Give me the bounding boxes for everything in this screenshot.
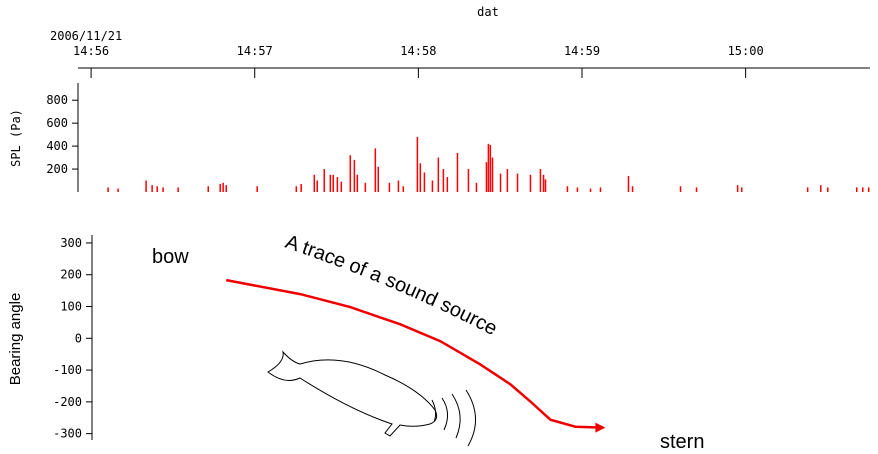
bar (225, 185, 228, 192)
arrow-head (595, 422, 606, 433)
bar (599, 187, 602, 192)
bar (695, 187, 698, 192)
y-tick-label: 0 (75, 331, 82, 345)
bar (485, 162, 488, 192)
bar (145, 180, 147, 192)
y-axis-title: Bearing angle (7, 293, 24, 386)
x-tick-label: 15:00 (728, 44, 764, 58)
bar (419, 163, 422, 192)
bar (353, 159, 356, 192)
bar (423, 172, 426, 192)
bar (117, 188, 119, 192)
bar (207, 186, 210, 192)
bar (446, 177, 449, 192)
y-tick-label: 800 (46, 93, 68, 107)
bar (295, 186, 298, 192)
bar (402, 186, 405, 192)
bar (819, 185, 822, 192)
bar (364, 182, 367, 192)
x-tick-label: 14:57 (237, 44, 273, 58)
bar (219, 183, 221, 192)
bar (576, 187, 579, 192)
x-axis-title: dat (477, 5, 499, 19)
y-tick-label: 300 (60, 236, 82, 250)
bar (151, 185, 153, 192)
x-tick-label: 14:58 (400, 44, 436, 58)
bar (397, 180, 400, 192)
bar (222, 182, 224, 192)
bar (627, 175, 630, 192)
y-tick-label: 100 (60, 300, 82, 314)
y-tick-label: 400 (46, 139, 68, 153)
bar (489, 144, 492, 192)
bar (177, 187, 179, 192)
bar (340, 181, 343, 192)
whale-drawing (267, 350, 476, 447)
y-tick-label: 200 (60, 268, 82, 282)
bar (437, 157, 440, 192)
bar (566, 186, 569, 192)
bar (499, 173, 502, 192)
bar (162, 187, 164, 192)
bar (491, 157, 494, 192)
bar (529, 174, 532, 192)
bar (316, 180, 318, 192)
bar (456, 152, 459, 192)
trace-line (225, 278, 604, 429)
bar (336, 177, 339, 192)
bar (416, 136, 419, 192)
y-axis-title: SPL (Pa) (9, 109, 23, 167)
bar (442, 169, 445, 192)
bar (542, 174, 545, 192)
bar (329, 174, 332, 192)
annotation-path: A trace of a sound source (282, 231, 500, 340)
bar (827, 187, 829, 192)
y-tick-label: 200 (46, 162, 68, 176)
annotation: bow (152, 246, 189, 268)
bar (256, 186, 258, 192)
bar (516, 173, 519, 192)
y-tick-label: -100 (53, 363, 82, 377)
annotation: A trace of a sound source (282, 231, 500, 340)
x-tick-label: 14:59 (564, 44, 600, 58)
bar (855, 187, 858, 192)
bar (332, 174, 335, 192)
bar (631, 186, 634, 192)
bar (388, 182, 391, 192)
bar (736, 185, 739, 192)
bar (867, 187, 870, 192)
bar (349, 155, 352, 192)
bar (740, 187, 743, 192)
bar (156, 186, 158, 192)
bar (544, 179, 547, 192)
y-tick-label: -300 (53, 427, 82, 441)
y-tick-label: 600 (46, 116, 68, 130)
bar (487, 143, 490, 192)
bar (107, 187, 109, 192)
bar (539, 169, 542, 192)
bar (377, 166, 380, 192)
bar (475, 182, 478, 192)
y-tick-label: -200 (53, 395, 82, 409)
bar (313, 174, 316, 192)
bar (679, 186, 682, 192)
bar (862, 187, 864, 192)
x-tick-label: 14:56 (73, 44, 109, 58)
annotation: stern (660, 431, 704, 453)
bar (300, 183, 302, 192)
bar (806, 187, 809, 192)
bar (374, 148, 377, 192)
bar (467, 169, 470, 192)
bar (506, 169, 509, 192)
bar (323, 169, 326, 192)
bar (589, 188, 592, 192)
bar (356, 174, 359, 192)
bar (431, 180, 434, 192)
date-label: 2006/11/21 (50, 29, 122, 43)
